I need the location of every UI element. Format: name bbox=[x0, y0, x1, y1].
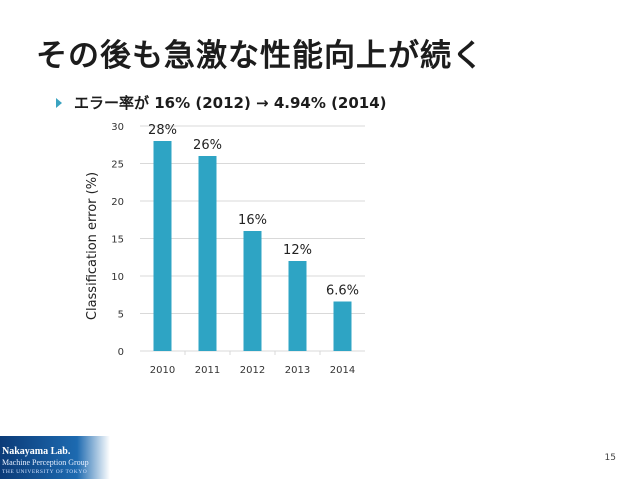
y-axis-label: Classification error (%) bbox=[85, 172, 100, 320]
y-tick-label: 25 bbox=[111, 160, 124, 171]
slide-title: その後も急激な性能向上が続く bbox=[36, 38, 484, 74]
y-tick-label: 15 bbox=[111, 235, 124, 246]
lab-group: Machine Perception Group bbox=[2, 458, 89, 467]
x-tick-label: 2013 bbox=[285, 365, 310, 376]
bar-2010 bbox=[153, 141, 172, 351]
bullet-arrow-icon bbox=[56, 97, 62, 108]
data-label-2011: 26% bbox=[193, 138, 222, 153]
x-tick-label: 2011 bbox=[195, 365, 220, 376]
bar-2011 bbox=[198, 156, 217, 351]
bar-2012 bbox=[243, 231, 262, 351]
slide-footer: Nakayama Lab. Machine Perception Group T… bbox=[0, 428, 638, 479]
x-tick-label: 2012 bbox=[240, 365, 265, 376]
error-rate-bar-chart: 28% 26% 16% 12% 6.6% 0 5 10 15 20 25 30 2010 2011 201… bbox=[85, 122, 365, 376]
bar-2013 bbox=[288, 261, 307, 351]
bullet-point: エラー率が 16% (2012) → 4.94% (2014) bbox=[56, 92, 387, 113]
y-tick-label: 30 bbox=[111, 122, 124, 133]
data-label-2013: 12% bbox=[283, 243, 312, 258]
x-tick-label: 2014 bbox=[330, 365, 355, 376]
lab-university: THE UNIVERSITY OF TOKYO bbox=[2, 469, 88, 475]
page-number: 15 bbox=[604, 453, 616, 463]
lab-name: Nakayama Lab. bbox=[2, 446, 71, 457]
data-label-2012: 16% bbox=[238, 213, 267, 228]
data-label-2010: 28% bbox=[148, 123, 177, 138]
y-tick-label: 5 bbox=[118, 310, 124, 321]
bullet-text: エラー率が 16% (2012) → 4.94% (2014) bbox=[74, 94, 387, 112]
x-tick-label: 2010 bbox=[150, 365, 175, 376]
y-tick-label: 20 bbox=[111, 197, 124, 208]
bar-2014 bbox=[333, 301, 352, 351]
data-label-2014: 6.6% bbox=[326, 284, 359, 299]
y-tick-label: 0 bbox=[118, 347, 124, 358]
lab-logo: Nakayama Lab. Machine Perception Group T… bbox=[0, 436, 110, 479]
y-tick-label: 10 bbox=[111, 272, 124, 283]
